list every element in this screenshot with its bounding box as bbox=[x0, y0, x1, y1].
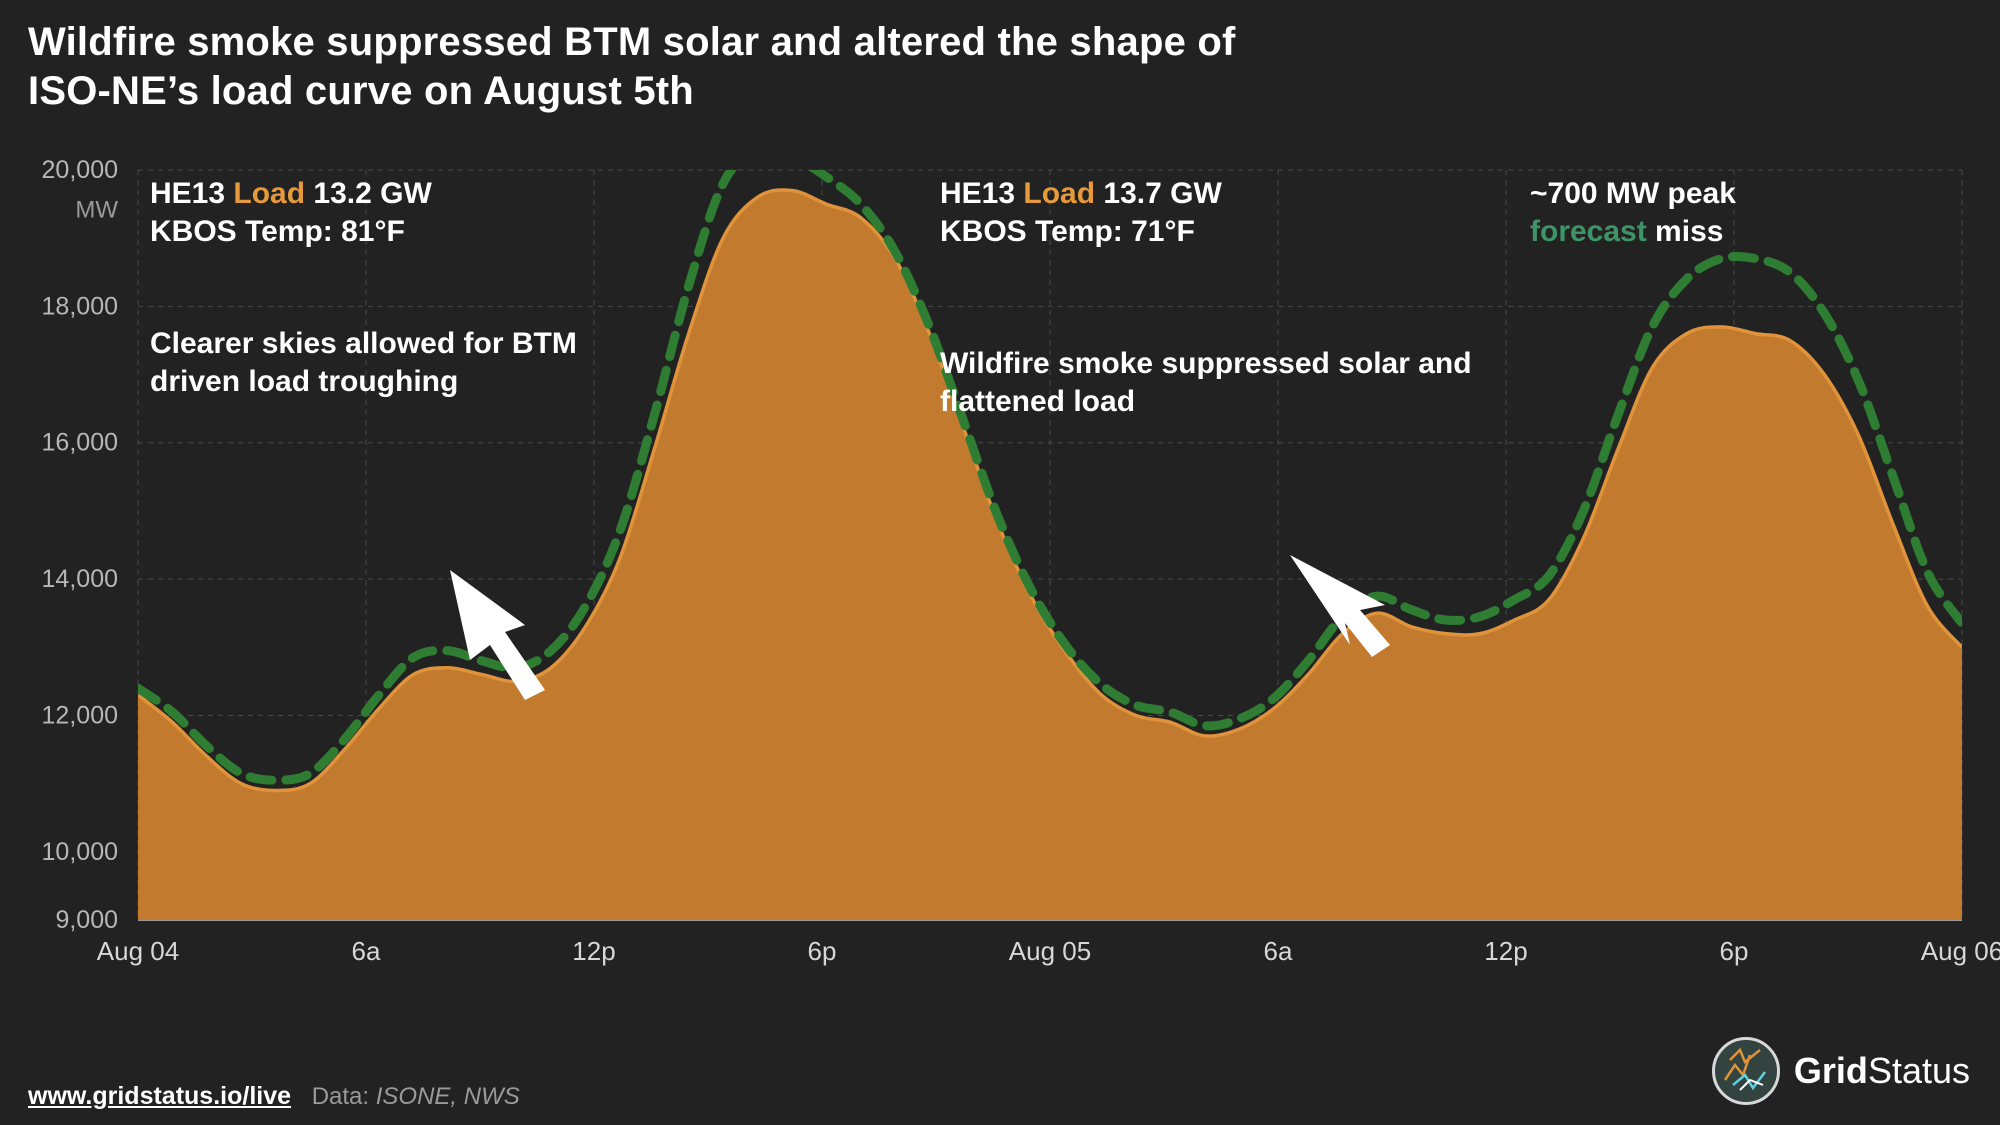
svg-text:12p: 12p bbox=[1484, 936, 1527, 966]
gridstatus-icon bbox=[1712, 1037, 1780, 1105]
svg-text:9,000: 9,000 bbox=[55, 906, 118, 934]
svg-text:14,000: 14,000 bbox=[42, 565, 118, 593]
svg-text:6p: 6p bbox=[1720, 936, 1749, 966]
page-title: Wildfire smoke suppressed BTM solar and … bbox=[28, 18, 1928, 116]
arrow-troughing bbox=[450, 570, 570, 700]
load-curve-chart[interactable]: 9,00010,00012,00014,00016,00018,00020,00… bbox=[28, 160, 1972, 1060]
svg-text:Aug 04: Aug 04 bbox=[97, 936, 179, 966]
svg-text:MW: MW bbox=[75, 197, 118, 224]
annotation-forecast-miss: ~700 MW peak forecast miss bbox=[1530, 175, 1950, 252]
svg-text:Aug 05: Aug 05 bbox=[1009, 936, 1091, 966]
annotation-he13-2: HE13 Load 13.7 GW KBOS Temp: 71°F bbox=[940, 175, 1440, 252]
svg-text:20,000: 20,000 bbox=[42, 156, 118, 184]
svg-text:12,000: 12,000 bbox=[42, 701, 118, 729]
svg-text:Aug 06: Aug 06 bbox=[1921, 936, 2000, 966]
svg-text:18,000: 18,000 bbox=[42, 292, 118, 320]
chart-container: 9,000 10,000 12,000 14,000 16,000 18,000 20,00… bbox=[28, 160, 1972, 970]
svg-text:6a: 6a bbox=[1264, 936, 1293, 966]
footer-bar: www.gridstatus.io/live Data: ISONE, NWS bbox=[28, 1082, 520, 1111]
svg-text:16,000: 16,000 bbox=[42, 429, 118, 457]
svg-text:10,000: 10,000 bbox=[42, 838, 118, 866]
svg-text:12p: 12p bbox=[572, 936, 615, 966]
svg-text:6a: 6a bbox=[352, 936, 381, 966]
annotation-flattened: Wildfire smoke suppressed solar and flat… bbox=[940, 345, 1480, 422]
annotation-troughing: Clearer skies allowed for BTM driven loa… bbox=[150, 325, 590, 402]
slide-root: Wildfire smoke suppressed BTM solar and … bbox=[0, 0, 2000, 1125]
annotation-he13-1: HE13 Load 13.2 GW KBOS Temp: 81°F bbox=[150, 175, 650, 252]
gridstatus-link[interactable]: www.gridstatus.io/live bbox=[28, 1082, 291, 1110]
brand-logo: GridStatus bbox=[1712, 1037, 1970, 1105]
arrow-flattened bbox=[1290, 555, 1420, 675]
svg-text:6p: 6p bbox=[808, 936, 837, 966]
